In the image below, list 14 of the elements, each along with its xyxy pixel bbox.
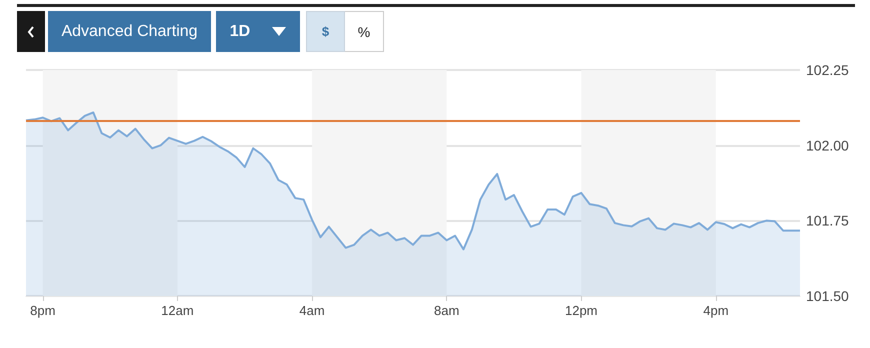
y-tick-label: 101.50	[806, 288, 850, 304]
text: 1D	[230, 22, 250, 40]
text: Advanced Charting	[61, 22, 198, 40]
x-tick-label: 12am	[161, 303, 194, 318]
y-tick-label: 101.75	[806, 212, 850, 229]
x-tick-label: 4am	[299, 303, 325, 318]
x-tick-label: 4pm	[703, 303, 729, 318]
x-tick-label: 12pm	[564, 303, 598, 318]
y-tick-label: 102.25	[806, 62, 850, 78]
y-tick-label: 102.00	[806, 137, 850, 154]
text: %	[358, 24, 370, 40]
x-tick-label: 8am	[434, 303, 460, 318]
text: $	[322, 24, 330, 39]
x-tick-label: 8pm	[30, 303, 56, 318]
